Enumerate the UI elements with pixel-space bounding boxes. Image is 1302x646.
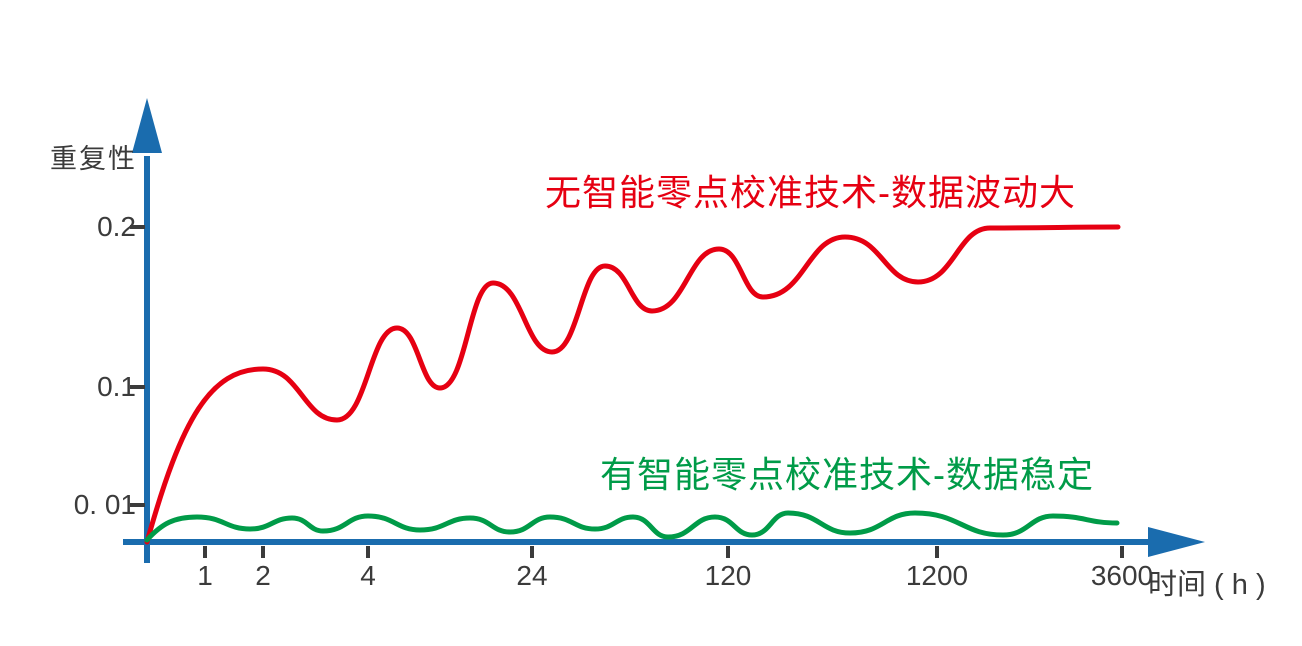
series-curve-1 — [144, 510, 1120, 543]
x-tick-label-4: 4 — [360, 560, 376, 591]
x-tick-label-24: 24 — [516, 560, 548, 591]
x-axis-arrow-icon — [1148, 527, 1205, 557]
x-axis-title: 时间 ( h ) — [1148, 569, 1266, 601]
x-tick-label-1: 1 — [197, 560, 213, 591]
y-axis-title: 重复性 — [50, 144, 137, 174]
series-curve-0 — [144, 224, 1121, 545]
x-tick-label-120: 120 — [704, 560, 752, 591]
x-tick-label-3600: 3600 — [1090, 560, 1154, 591]
x-tick-label-2: 2 — [255, 560, 271, 591]
y-tick-label-0.01: 0. 01 — [73, 489, 136, 520]
y-tick-label-0.1: 0.1 — [97, 371, 136, 402]
y-tick-label-0.2: 0.2 — [97, 211, 136, 242]
y-axis-arrow-icon — [132, 98, 162, 153]
series-label-no-calibration: 无智能零点校准技术-数据波动大 — [545, 172, 1076, 213]
series-label-with-calibration: 有智能零点校准技术-数据稳定 — [600, 454, 1094, 495]
x-tick-label-1200: 1200 — [905, 560, 969, 591]
